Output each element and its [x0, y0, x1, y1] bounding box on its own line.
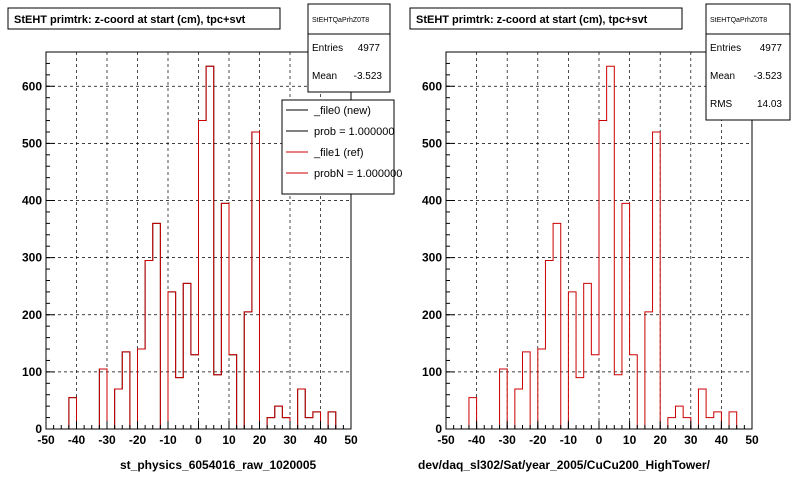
legend-label: _file0 (new)	[313, 105, 371, 117]
histogram-panel-left: -50 -40 -30 -20 -10 0 10 20 30 40 50 0 100 200 300 400…	[7, 3, 402, 472]
x-tick-label: -30	[499, 433, 517, 447]
x-axis: -50 -40 -30 -20 -10 0 10 20 30 40 50	[437, 421, 759, 447]
x-tick-label: 50	[344, 433, 358, 447]
legend	[281, 99, 395, 195]
histogram-panel-right: -50 -40 -30 -20 -10 0 10 20 30 40 50 0 100 200 300 400…	[409, 3, 791, 472]
x-tick-label: 10	[623, 433, 637, 447]
stats-entries-label: Entries	[312, 43, 343, 54]
stats-box	[705, 3, 791, 121]
x-tick-label: -40	[468, 433, 486, 447]
y-tick-label: 300	[22, 251, 42, 265]
x-tick-label: 0	[596, 433, 603, 447]
y-axis: 0 100 200 300 400 500 600	[422, 51, 455, 436]
y-tick-label: 100	[422, 365, 442, 379]
x-tick-label: -10	[560, 433, 578, 447]
y-axis: 0 100 200 300 400 500 600	[22, 51, 55, 436]
stats-mean-label: Mean	[312, 71, 337, 82]
chart-title: StEHT primtrk: z-coord at start (cm), tp…	[14, 14, 246, 26]
x-tick-label: -50	[437, 433, 455, 447]
x-tick-label: 40	[715, 433, 729, 447]
x-tick-label: -10	[159, 433, 177, 447]
stats-rms-value: 14.03	[757, 99, 782, 110]
x-axis-label: dev/daq_sl302/Sat/year_2005/CuCu200_High…	[418, 458, 711, 472]
x-tick-label: -20	[529, 433, 547, 447]
x-tick-label: -20	[129, 433, 147, 447]
stats-mean-value: -3.523	[354, 71, 383, 82]
x-tick-label: -30	[98, 433, 116, 447]
y-tick-label: 500	[422, 136, 442, 150]
x-tick-label: 50	[745, 433, 759, 447]
stats-box	[307, 3, 391, 93]
y-tick-label: 100	[22, 365, 42, 379]
y-tick-label: 0	[435, 422, 442, 436]
y-tick-label: 500	[22, 136, 42, 150]
legend-label: prob = 1.000000	[314, 126, 394, 138]
stats-entries-value: 4977	[760, 43, 783, 54]
stats-name: StEHTQaPrhZ0T8	[710, 17, 767, 24]
x-tick-label: 20	[253, 433, 267, 447]
legend-label: _file1 (ref)	[313, 147, 364, 159]
legend-label: probN = 1.000000	[314, 168, 402, 180]
x-axis: -50 -40 -30 -20 -10 0 10 20 30 40 50	[37, 421, 358, 447]
y-tick-label: 600	[422, 79, 442, 93]
x-tick-label: 0	[195, 433, 202, 447]
stats-name: StEHTQaPrhZ0T8	[312, 17, 369, 24]
stats-mean-label: Mean	[710, 71, 735, 82]
legend-entries: _file0 (new) prob = 1.000000 _file1 (ref) p…	[286, 105, 402, 180]
y-tick-label: 400	[22, 194, 42, 208]
stats-entries-value: 4977	[358, 43, 381, 54]
stats-mean-value: -3.523	[754, 71, 783, 82]
y-tick-label: 200	[422, 308, 442, 322]
y-tick-label: 300	[422, 251, 442, 265]
y-tick-label: 400	[422, 194, 442, 208]
x-tick-label: 40	[314, 433, 328, 447]
title-box	[7, 7, 281, 30]
title-box	[409, 7, 683, 30]
x-tick-label: 30	[283, 433, 297, 447]
x-axis-label: st_physics_6054016_raw_1020005	[120, 458, 316, 472]
stats-entries-label: Entries	[710, 43, 741, 54]
y-tick-label: 600	[22, 79, 42, 93]
x-tick-label: -50	[37, 433, 55, 447]
x-tick-label: 20	[654, 433, 668, 447]
chart-title: StEHT primtrk: z-coord at start (cm), tp…	[416, 14, 648, 26]
y-tick-label: 200	[22, 308, 42, 322]
x-tick-label: 30	[684, 433, 698, 447]
y-tick-label: 0	[35, 422, 42, 436]
stats-rms-label: RMS	[710, 99, 733, 110]
x-tick-label: 10	[222, 433, 236, 447]
x-tick-label: -40	[68, 433, 86, 447]
